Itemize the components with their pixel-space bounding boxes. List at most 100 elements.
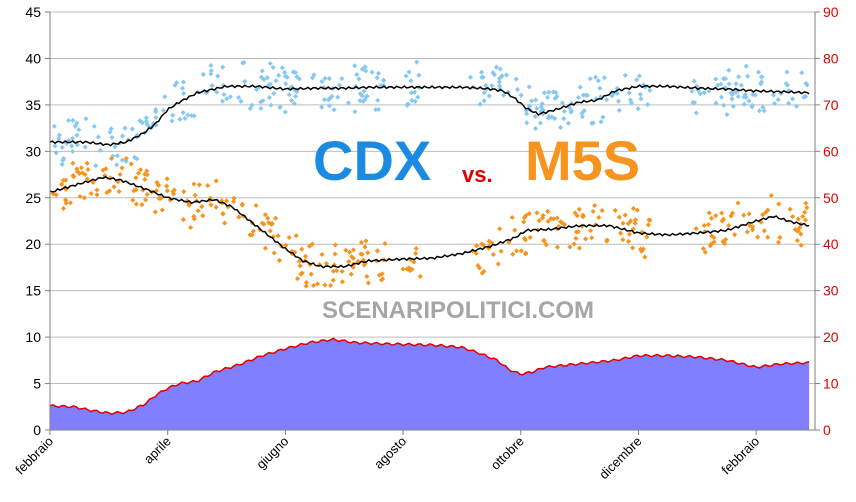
- m5s-point: [306, 243, 313, 249]
- x-tick-label: agosto: [371, 434, 409, 472]
- m5s-point: [343, 247, 349, 253]
- m5s-point: [334, 268, 340, 274]
- cdx-point: [53, 150, 59, 156]
- cdx-point: [249, 102, 255, 108]
- m5s-point: [239, 201, 245, 207]
- m5s-point: [137, 167, 144, 173]
- cdx-point: [645, 101, 651, 108]
- cdx-point: [209, 83, 215, 89]
- cdx-point: [153, 115, 159, 121]
- left-tick-label: 25: [25, 190, 41, 206]
- m5s-point: [191, 181, 197, 187]
- m5s-point: [800, 213, 806, 220]
- m5s-point: [253, 202, 259, 209]
- m5s-point: [620, 237, 626, 243]
- cdx-point: [729, 96, 735, 102]
- m5s-point: [726, 222, 732, 229]
- m5s-point: [262, 212, 268, 218]
- cdx-point: [352, 63, 358, 69]
- m5s-point: [293, 233, 299, 239]
- m5s-point: [400, 266, 406, 272]
- m5s-point: [128, 161, 134, 167]
- cdx-point: [647, 87, 653, 93]
- cdx-point: [403, 73, 409, 79]
- m5s-point: [364, 273, 370, 279]
- x-tick-label: febbraio: [12, 434, 56, 478]
- cdx-point: [756, 108, 762, 114]
- x-tick-label: aprile: [141, 434, 174, 467]
- cdx-point: [160, 107, 166, 114]
- cdx-point: [277, 104, 283, 110]
- m5s-point: [365, 280, 371, 286]
- gap-area: [49, 337, 810, 430]
- left-tick-label: 40: [25, 50, 41, 66]
- m5s-point: [63, 197, 69, 203]
- m5s-point: [509, 214, 515, 221]
- cdx-point: [74, 142, 80, 148]
- m5s-point: [708, 215, 714, 221]
- m5s-point: [302, 253, 309, 259]
- cdx-point: [267, 60, 273, 67]
- cdx-point: [514, 87, 521, 93]
- cdx-point: [408, 78, 414, 84]
- cdx-point: [361, 88, 367, 94]
- cdx-point: [784, 69, 790, 75]
- m5s-point: [521, 219, 527, 225]
- cdx-point: [215, 73, 221, 79]
- m5s-point: [362, 244, 368, 250]
- m5s-point: [700, 246, 706, 252]
- x-tick-label: febbraio: [718, 434, 762, 478]
- gap-line: [49, 337, 810, 416]
- m5s-point: [573, 235, 579, 241]
- m5s-point: [587, 228, 594, 234]
- cdx-point: [82, 144, 88, 150]
- cdx-point: [319, 104, 325, 110]
- m5s-point: [804, 205, 810, 211]
- cdx-point: [109, 134, 115, 140]
- m5s-point: [275, 233, 281, 239]
- cdx-point: [83, 116, 89, 122]
- m5s-point: [133, 175, 139, 181]
- m5s-point: [567, 244, 573, 250]
- m5s-point: [164, 176, 170, 182]
- cdx-point: [326, 103, 333, 109]
- right-tick-label: 70: [823, 97, 839, 113]
- m5s-point: [84, 176, 90, 182]
- left-tick-label: 20: [25, 236, 41, 252]
- m5s-point: [180, 217, 186, 223]
- m5s-point: [63, 200, 69, 206]
- cdx-point: [636, 73, 642, 79]
- cdx-point: [123, 158, 129, 164]
- m5s-point: [490, 251, 496, 258]
- cdx-point: [70, 148, 76, 155]
- cdx-point: [172, 82, 178, 88]
- cdx-point: [615, 98, 622, 104]
- m5s-point: [612, 207, 618, 213]
- m5s-point: [299, 270, 305, 276]
- cdx-point: [689, 88, 695, 94]
- cdx-point: [544, 94, 551, 101]
- cdx-point: [587, 76, 593, 82]
- cdx-point: [72, 123, 78, 129]
- m5s-point: [358, 239, 364, 246]
- m5s-point: [332, 251, 338, 257]
- m5s-point: [266, 220, 272, 226]
- cdx-point: [219, 98, 225, 104]
- cdx-point: [415, 94, 421, 100]
- m5s-point: [144, 172, 150, 178]
- cdx-point: [701, 90, 707, 96]
- gap-area-fill: [50, 338, 810, 430]
- cdx-point: [486, 93, 492, 99]
- cdx-point: [721, 102, 727, 108]
- m5s-point: [267, 228, 273, 234]
- m5s-point: [188, 224, 194, 231]
- cdx-point: [259, 68, 265, 74]
- cdx-point: [221, 91, 227, 98]
- m5s-point: [513, 248, 520, 254]
- m5s-point: [411, 259, 417, 265]
- m5s-point: [269, 220, 275, 226]
- m5s-point: [294, 276, 301, 282]
- m5s-point: [711, 235, 717, 241]
- left-tick-label: 30: [25, 143, 41, 159]
- right-axis-ticks: 0 10 20 30 40 50 60 70 80 90: [815, 4, 839, 438]
